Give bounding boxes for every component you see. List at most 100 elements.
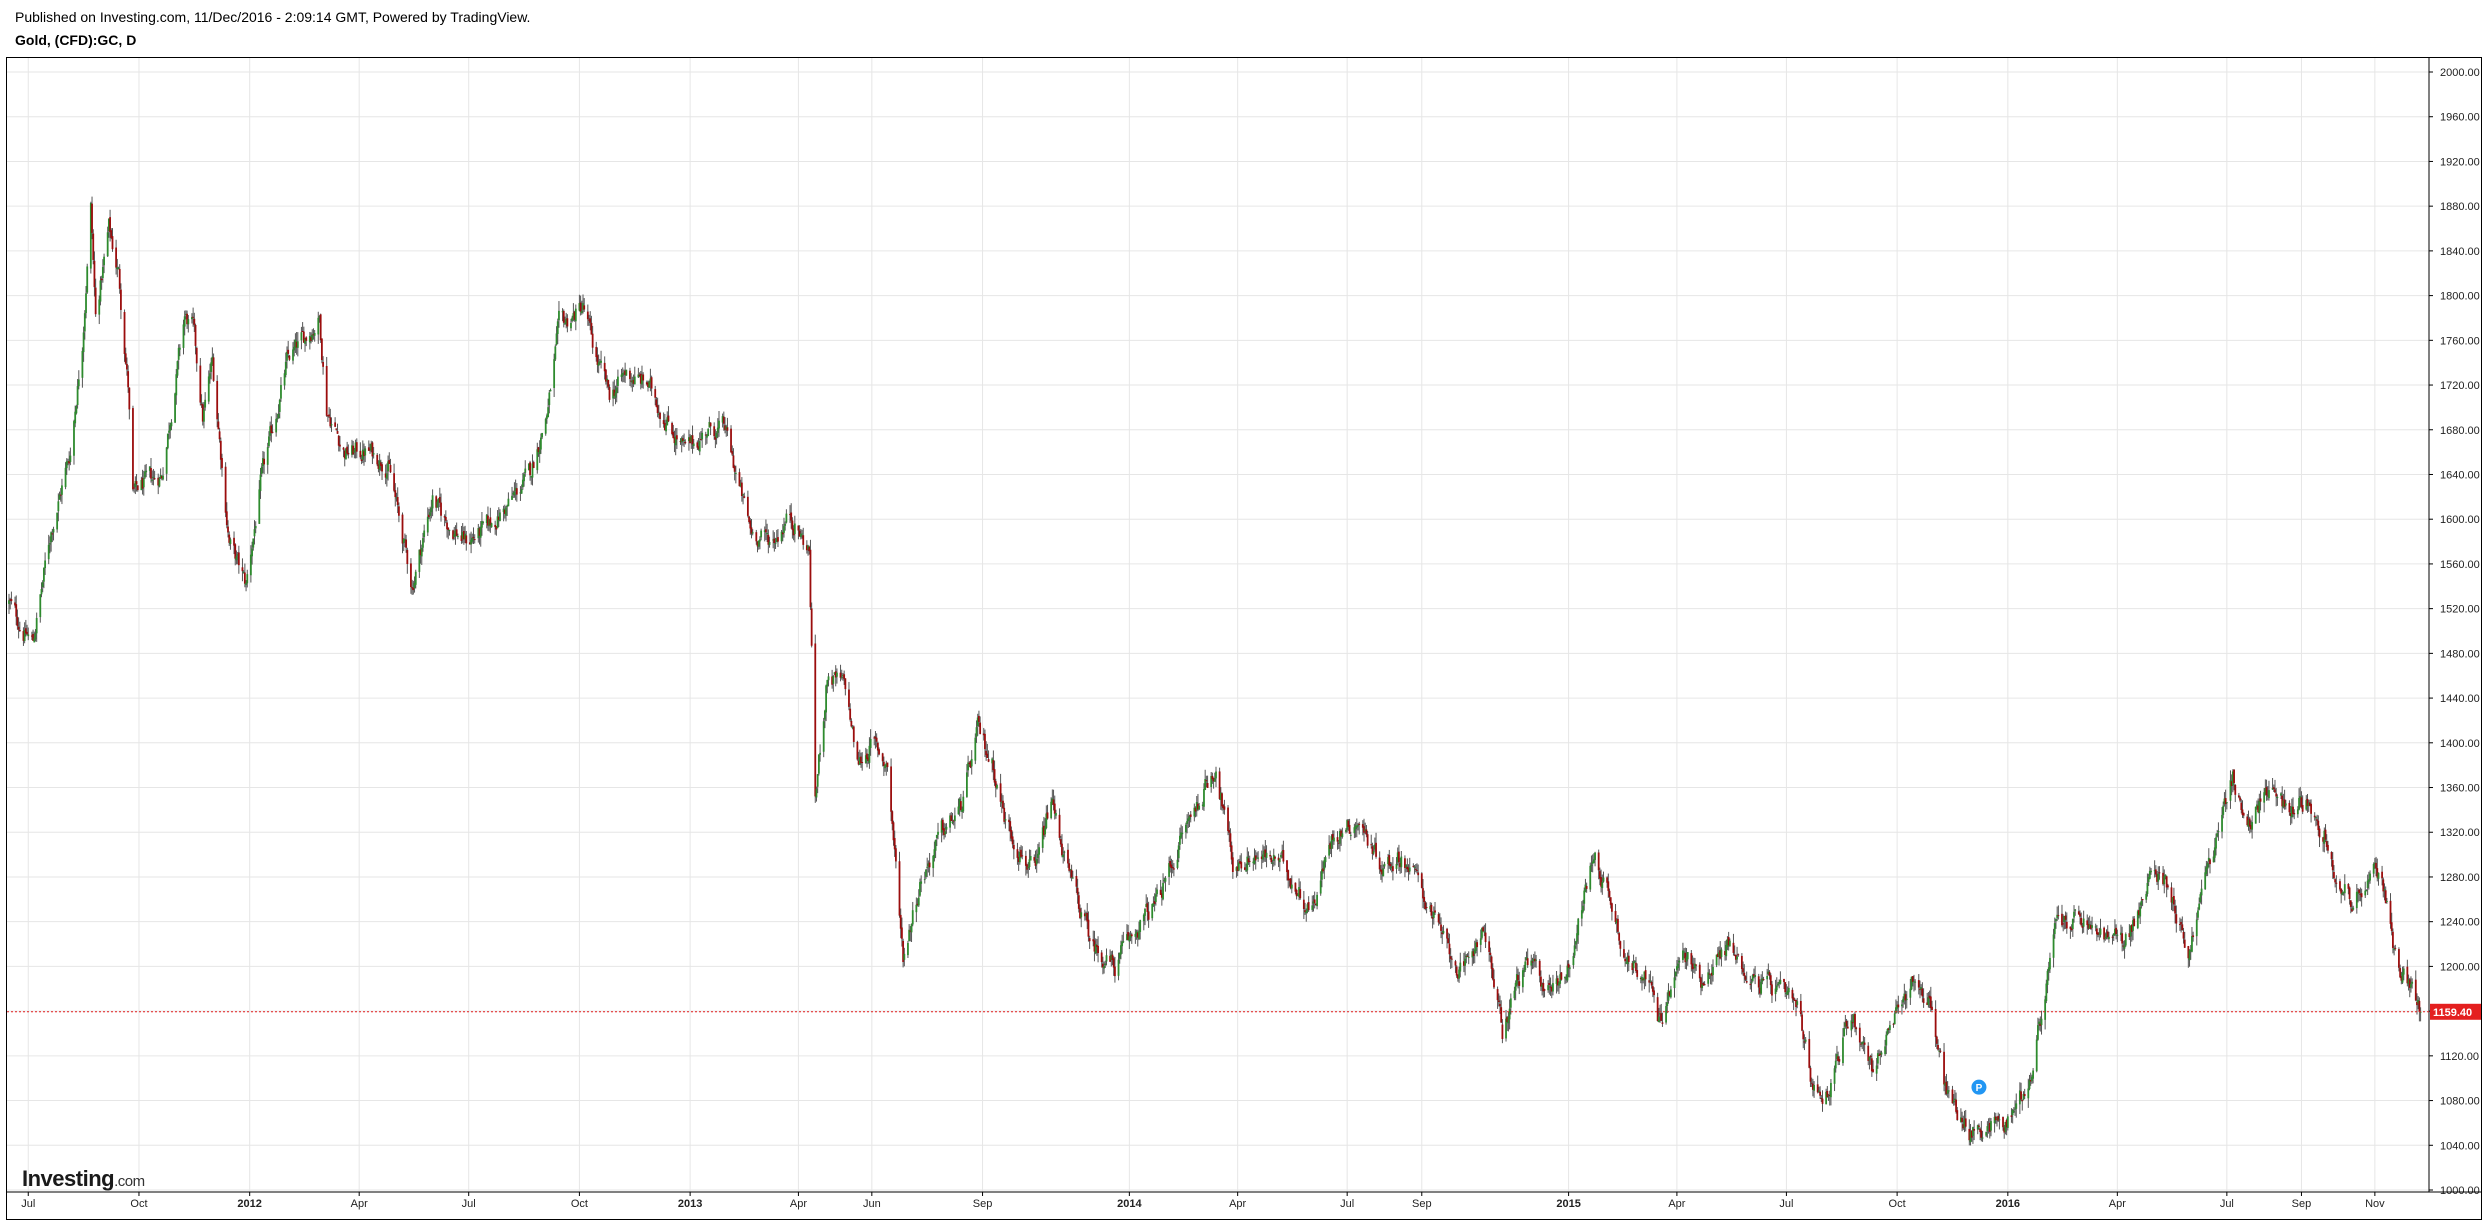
candle-body[interactable]	[1153, 901, 1156, 904]
candle-body[interactable]	[1237, 862, 1240, 871]
candle-body[interactable]	[2317, 820, 2320, 831]
candle-body[interactable]	[2138, 910, 2140, 916]
candle-body[interactable]	[882, 761, 885, 767]
candle-body[interactable]	[740, 482, 743, 496]
candle-body[interactable]	[64, 467, 67, 488]
candle-body[interactable]	[1565, 978, 1568, 980]
candle-body[interactable]	[379, 462, 382, 466]
candle-body[interactable]	[2272, 787, 2275, 790]
candle-body[interactable]	[1643, 971, 1646, 981]
candle-body[interactable]	[1203, 789, 1205, 807]
candle-body[interactable]	[2418, 1000, 2421, 1012]
candle-body[interactable]	[478, 528, 481, 536]
candle-body[interactable]	[2032, 1070, 2035, 1079]
candle-body[interactable]	[191, 317, 193, 320]
candle-body[interactable]	[41, 582, 44, 588]
candle-body[interactable]	[831, 676, 834, 685]
candle-body[interactable]	[1978, 1125, 1980, 1127]
candle-body[interactable]	[673, 437, 676, 444]
candle-body[interactable]	[2381, 871, 2383, 879]
candle-body[interactable]	[1211, 775, 1214, 780]
candle-body[interactable]	[1549, 986, 1552, 988]
candle-body[interactable]	[1103, 965, 1105, 969]
candle-body[interactable]	[1572, 956, 1575, 966]
candle-body[interactable]	[2237, 795, 2240, 798]
candle-body[interactable]	[582, 303, 584, 310]
candle-body[interactable]	[1657, 1016, 1660, 1023]
candle-body[interactable]	[864, 755, 867, 763]
candle-body[interactable]	[840, 676, 843, 678]
candle-body[interactable]	[401, 514, 404, 544]
candle-body[interactable]	[1002, 800, 1004, 809]
candle-body[interactable]	[547, 407, 550, 418]
candle-body[interactable]	[2011, 1109, 2014, 1116]
candle-body[interactable]	[2209, 859, 2211, 865]
candle-body[interactable]	[1127, 932, 1130, 940]
candle-body[interactable]	[2296, 809, 2299, 815]
event-marker[interactable]	[1971, 1079, 1987, 1095]
candle-body[interactable]	[81, 350, 84, 378]
candle-body[interactable]	[944, 831, 947, 835]
candle-body[interactable]	[833, 672, 836, 674]
candle-body[interactable]	[1307, 902, 1310, 911]
candle-body[interactable]	[73, 421, 75, 456]
candle-body[interactable]	[1363, 826, 1365, 833]
candle-body[interactable]	[1050, 801, 1053, 819]
candle-body[interactable]	[490, 523, 493, 528]
candle-body[interactable]	[502, 508, 505, 513]
candle-body[interactable]	[1568, 967, 1571, 970]
candle-body[interactable]	[1521, 970, 1524, 988]
candle-body[interactable]	[1606, 877, 1609, 883]
candle-body[interactable]	[856, 741, 859, 760]
candle-body[interactable]	[2301, 804, 2304, 812]
candle-body[interactable]	[932, 855, 935, 869]
candle-body[interactable]	[1281, 851, 1284, 854]
candle-body[interactable]	[633, 376, 636, 385]
candle-body[interactable]	[1902, 998, 1905, 1003]
candle-body[interactable]	[1239, 861, 1241, 864]
candle-body[interactable]	[1100, 952, 1103, 963]
candle-body[interactable]	[1903, 993, 1906, 999]
candle-body[interactable]	[1128, 936, 1131, 942]
candle-body[interactable]	[544, 418, 547, 434]
candle-body[interactable]	[402, 538, 405, 543]
candle-body[interactable]	[396, 497, 399, 506]
candle-body[interactable]	[234, 544, 237, 559]
candle-body[interactable]	[1861, 1042, 1864, 1045]
candle-body[interactable]	[2147, 876, 2150, 883]
candle-body[interactable]	[370, 443, 373, 451]
candle-body[interactable]	[1909, 988, 1912, 998]
candle-body[interactable]	[763, 530, 766, 532]
candle-body[interactable]	[2406, 966, 2409, 984]
candle-body[interactable]	[174, 393, 176, 423]
candle-body[interactable]	[624, 370, 627, 375]
candle-body[interactable]	[1390, 866, 1393, 869]
candle-body[interactable]	[1059, 839, 1062, 845]
candle-body[interactable]	[1719, 950, 1722, 959]
candle-body[interactable]	[1298, 887, 1300, 897]
candle-body[interactable]	[371, 442, 374, 457]
candle-body[interactable]	[1895, 1007, 1897, 1014]
candle-body[interactable]	[2331, 860, 2334, 871]
candle-body[interactable]	[1564, 976, 1566, 979]
candle-body[interactable]	[1062, 854, 1065, 858]
candle-body[interactable]	[300, 332, 303, 341]
candle-body[interactable]	[447, 527, 450, 530]
candle-body[interactable]	[2183, 939, 2186, 948]
candle-body[interactable]	[1867, 1045, 1870, 1061]
candle-body[interactable]	[1825, 1091, 1828, 1105]
candle-body[interactable]	[554, 346, 557, 360]
candle-body[interactable]	[1053, 803, 1056, 814]
candle-body[interactable]	[978, 715, 980, 722]
candle-body[interactable]	[1901, 1004, 1903, 1007]
candle-body[interactable]	[766, 533, 769, 535]
candle-body[interactable]	[2347, 884, 2350, 889]
candle-body[interactable]	[1058, 814, 1061, 838]
candle-body[interactable]	[144, 471, 146, 478]
candle-body[interactable]	[1783, 978, 1785, 983]
candle-body[interactable]	[1691, 963, 1694, 970]
candle-body[interactable]	[494, 524, 497, 528]
candle-body[interactable]	[1429, 906, 1432, 910]
candle-body[interactable]	[2049, 957, 2051, 970]
candle-body[interactable]	[2130, 924, 2133, 932]
